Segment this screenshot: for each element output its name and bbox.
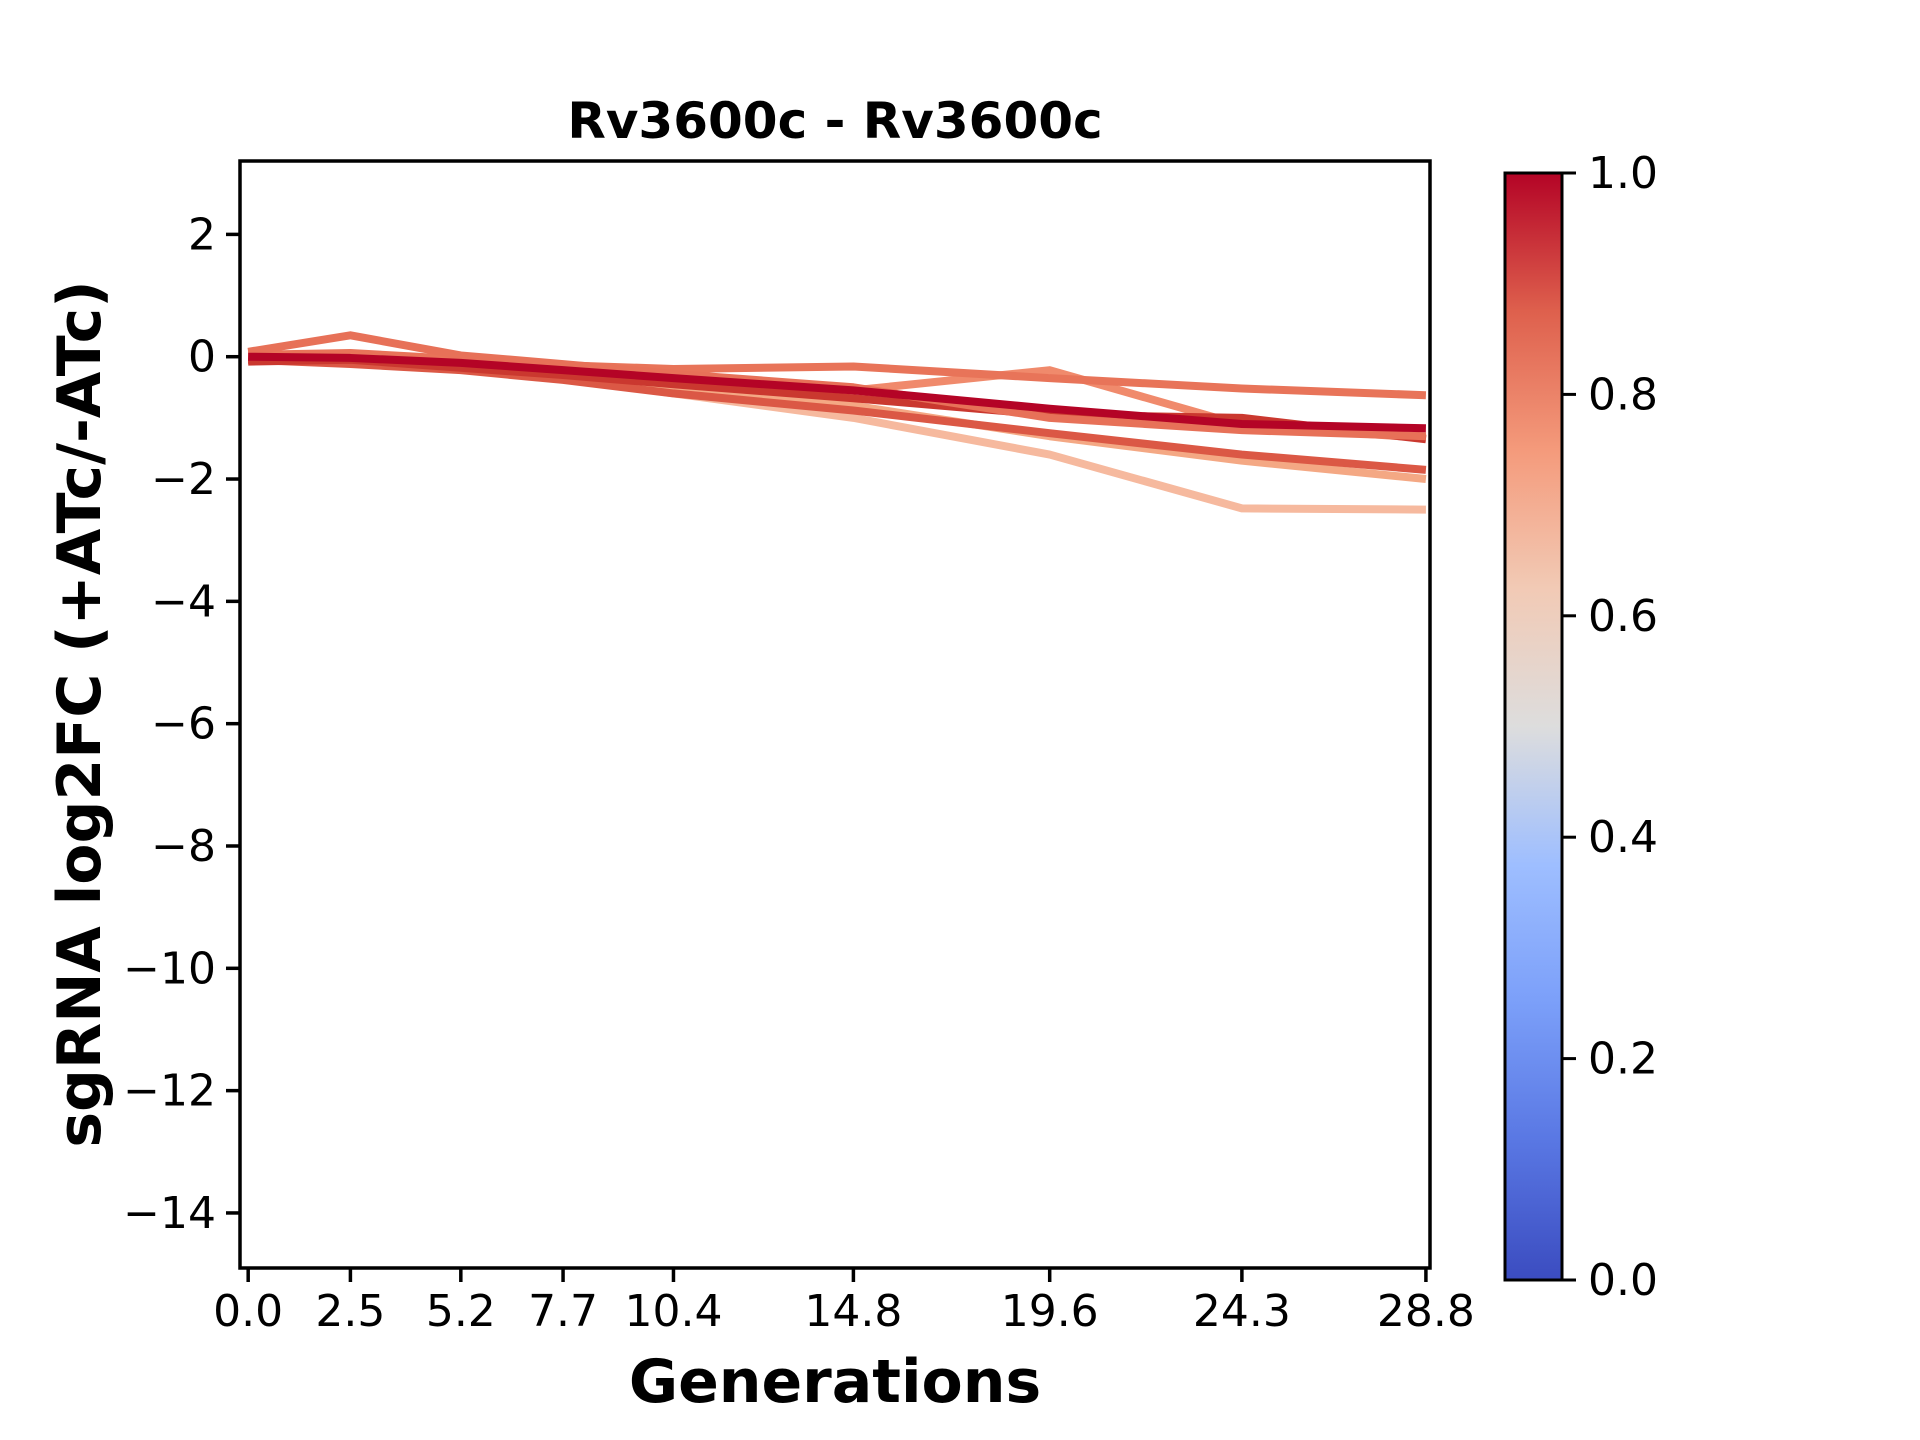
series-line-7 bbox=[247, 331, 1427, 441]
y-tick-label: −2 bbox=[151, 454, 216, 505]
colorbar-gradient bbox=[1503, 171, 1564, 1282]
colorbar-tick-label: 0.2 bbox=[1588, 1034, 1658, 1085]
colorbar-tick-label: 0.6 bbox=[1588, 591, 1658, 642]
x-tick-label: 28.8 bbox=[1377, 1286, 1475, 1337]
colorbar-tick-label: 1.0 bbox=[1588, 148, 1658, 199]
y-tick-label: −12 bbox=[123, 1066, 216, 1117]
y-tick-label: 0 bbox=[188, 332, 216, 383]
colorbar-tick-label: 0.0 bbox=[1588, 1255, 1658, 1306]
x-tick-label: 10.4 bbox=[624, 1286, 722, 1337]
y-tick-label: −8 bbox=[151, 821, 216, 872]
x-tick-label: 14.8 bbox=[804, 1286, 902, 1337]
x-axis-label: Generations bbox=[628, 1347, 1042, 1417]
series-line-8 bbox=[248, 352, 1427, 433]
plot-border bbox=[238, 159, 1432, 1270]
x-tick-label: 0.0 bbox=[213, 1286, 283, 1337]
y-tick-label: −14 bbox=[123, 1188, 216, 1239]
y-axis-label: sgRNA log2FC (+ATc/-ATc) bbox=[45, 280, 115, 1148]
x-tick-label: 2.5 bbox=[315, 1286, 385, 1337]
y-tick-label: −4 bbox=[151, 576, 216, 627]
colorbar-tick-label: 0.8 bbox=[1588, 369, 1658, 420]
x-tick-label: 5.2 bbox=[426, 1286, 496, 1337]
chart-title: Rv3600c - Rv3600c bbox=[567, 92, 1103, 150]
y-tick-label: −6 bbox=[151, 699, 216, 750]
x-tick-label: 24.3 bbox=[1193, 1286, 1291, 1337]
colorbar-tick-label: 0.4 bbox=[1588, 812, 1658, 863]
x-tick-label: 7.7 bbox=[528, 1286, 598, 1337]
y-tick-label: 2 bbox=[188, 209, 216, 260]
series-line-4 bbox=[248, 349, 1427, 400]
y-tick-label: −10 bbox=[123, 943, 216, 994]
x-tick-label: 19.6 bbox=[1001, 1286, 1099, 1337]
